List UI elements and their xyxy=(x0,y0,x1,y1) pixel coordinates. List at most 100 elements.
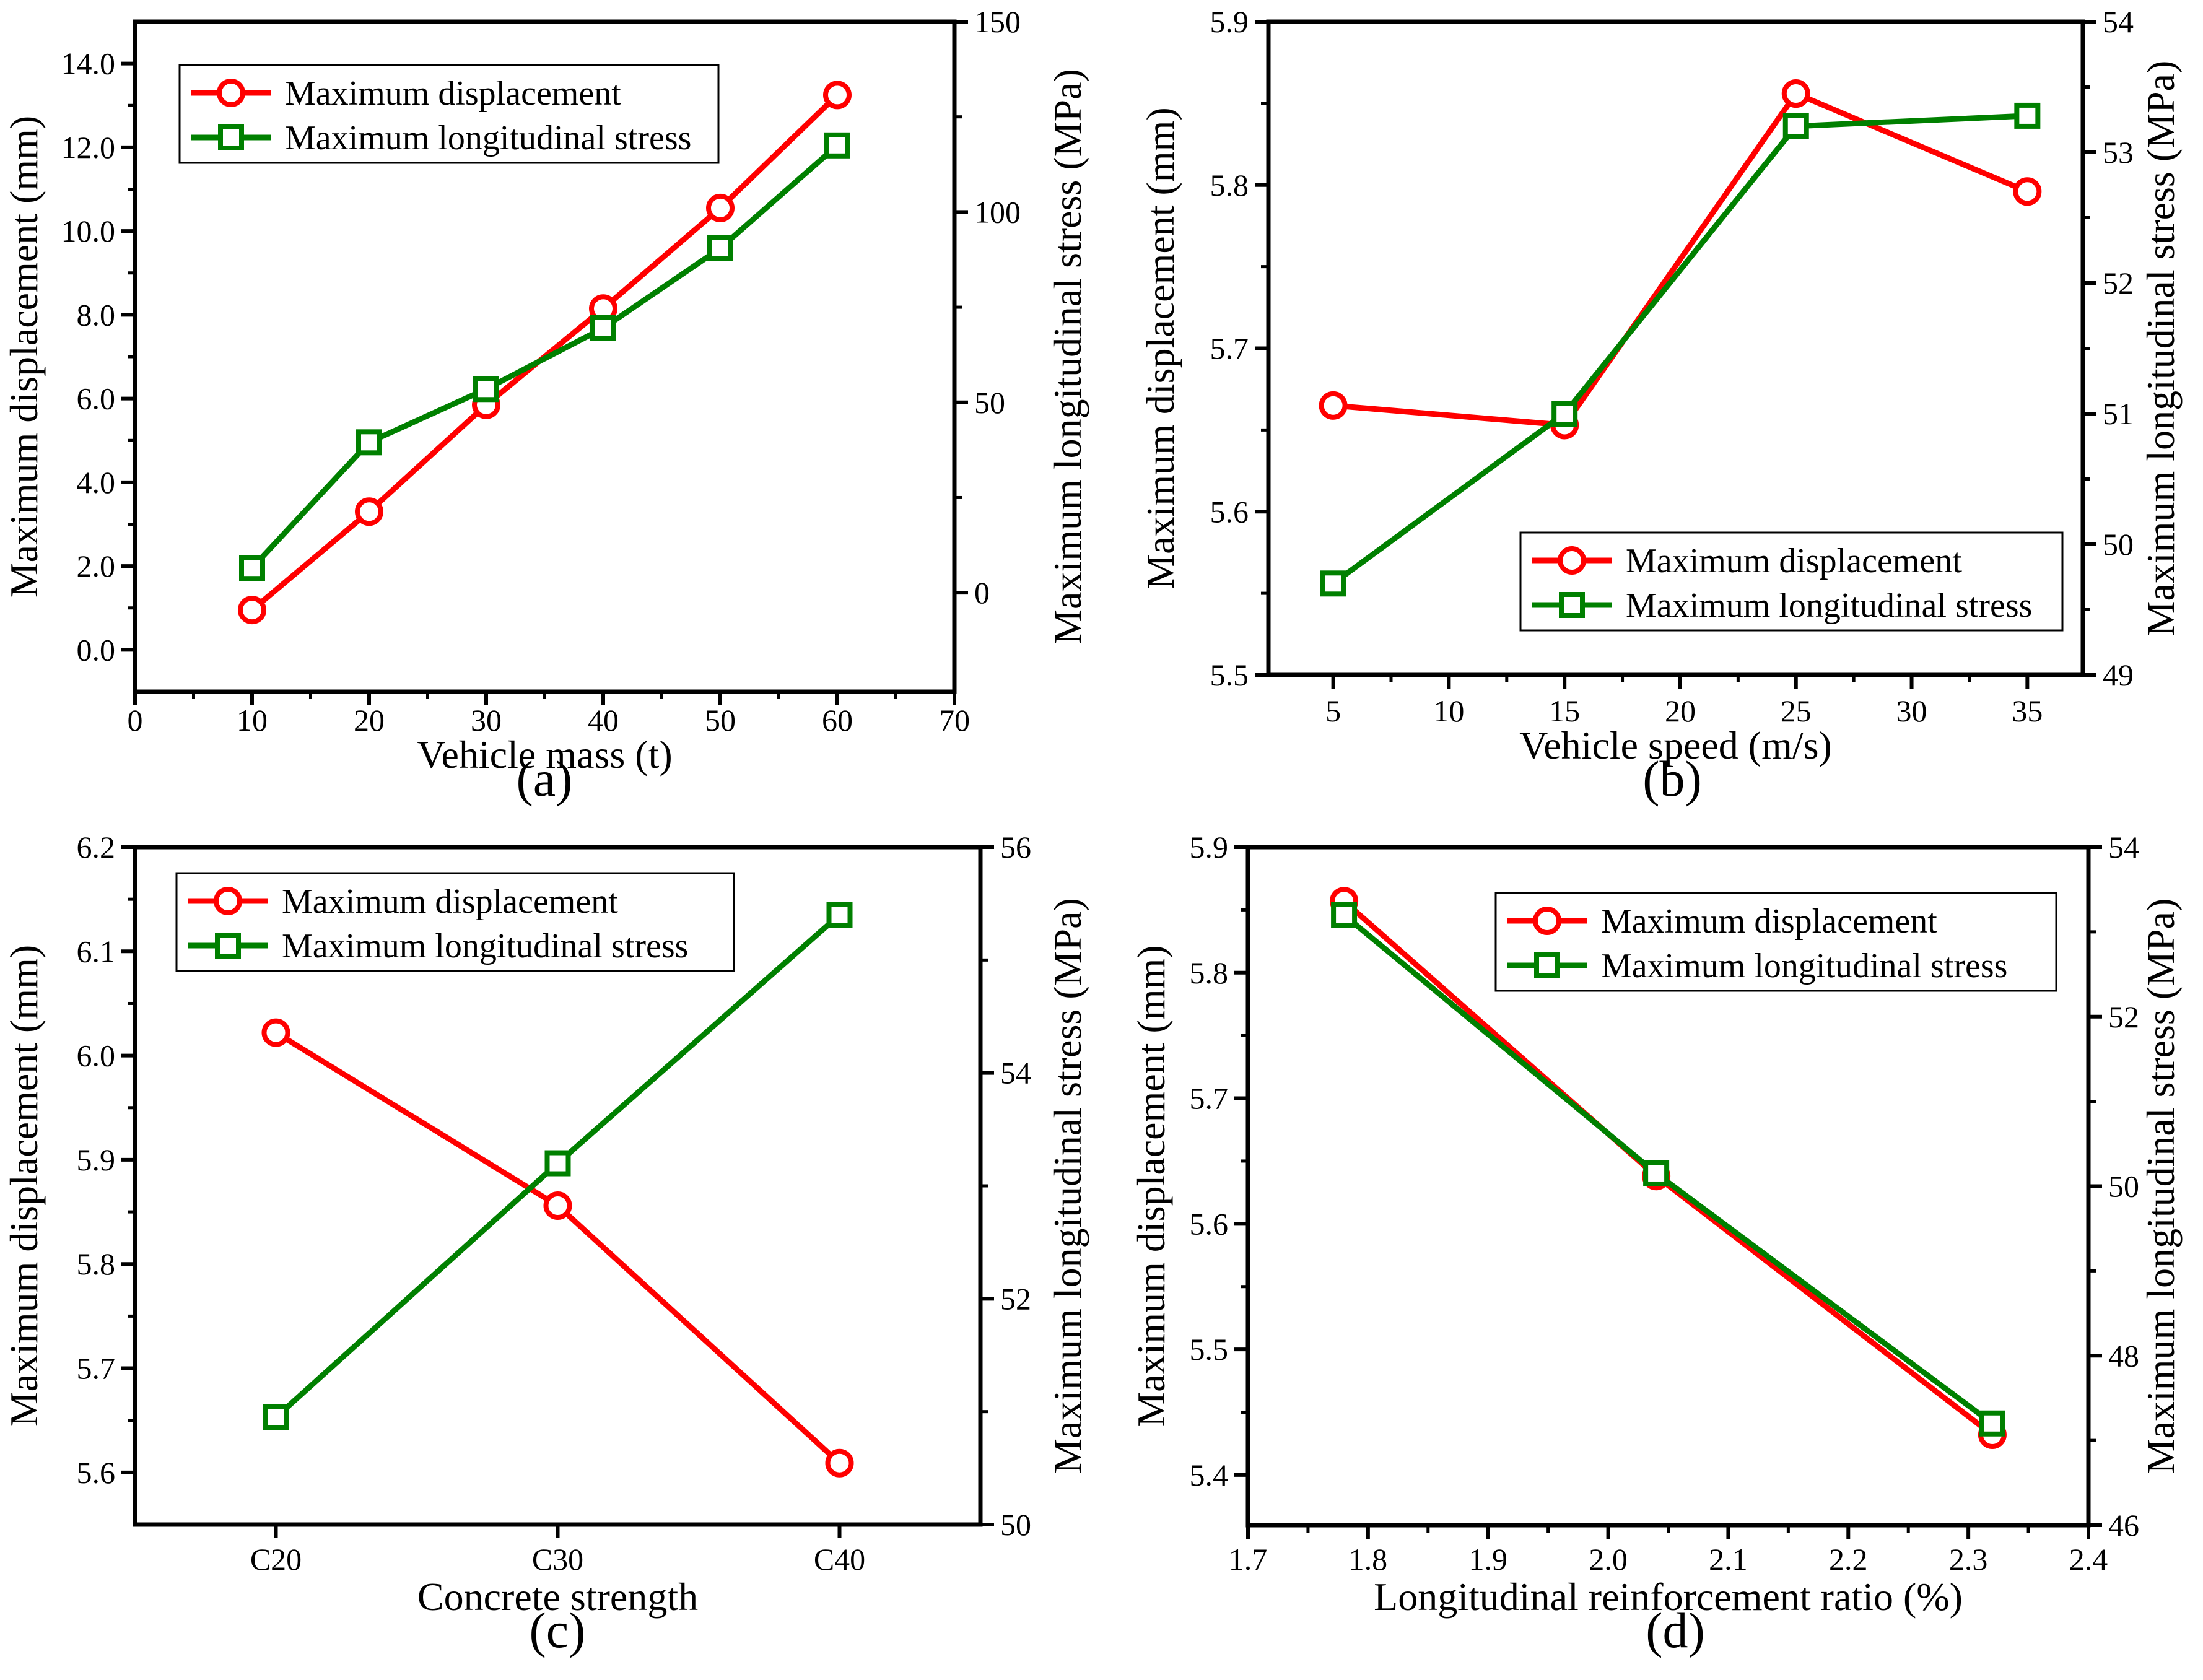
data-point xyxy=(263,1404,289,1430)
x-tick-label: C40 xyxy=(814,1542,865,1577)
legend-item: Maximum longitudinal stress xyxy=(188,927,688,965)
series-line xyxy=(1333,90,2029,428)
y-left-tick-label: 6.1 xyxy=(77,934,116,968)
legend-marker xyxy=(1533,907,1561,935)
legend-box xyxy=(1519,531,2064,632)
y-right-tick-label: 56 xyxy=(1000,830,1031,864)
x-tick-label: 50 xyxy=(705,703,736,738)
chart-panel-b: 5 10 15 20 25 30 35 5.5 5.6 5.7 5.8 5.9 49 50 51 52 53 54… xyxy=(1138,4,2183,807)
series-stress xyxy=(1331,902,2005,1437)
data-point xyxy=(239,555,265,581)
y-left-tick-label: 5.5 xyxy=(1210,658,1249,692)
data-point xyxy=(2013,177,2042,206)
x-axis-title: Longitudinal reinforcement ratio (%) xyxy=(1374,1575,1963,1619)
data-point xyxy=(261,1018,290,1047)
y-left-tick-label: 5.7 xyxy=(77,1351,116,1386)
series-displacement xyxy=(1319,79,2042,440)
data-point xyxy=(473,376,499,403)
x-tick-label: 1.8 xyxy=(1349,1542,1388,1577)
y-right-tick-label: 48 xyxy=(2108,1338,2139,1373)
x-tick-label: 20 xyxy=(354,703,385,738)
legend-marker xyxy=(218,124,244,150)
legend-box xyxy=(175,872,735,972)
y-right-tick-label: 46 xyxy=(2108,1508,2139,1543)
y-right-axis-title: Maximum longitudinal stress (MPa) xyxy=(1045,69,1089,645)
y-left-tick-label: 5.4 xyxy=(1190,1458,1229,1492)
y-left-tick-label: 8.0 xyxy=(77,297,116,332)
y-right-tick-label: 53 xyxy=(2103,135,2134,170)
data-point xyxy=(1782,113,1809,139)
legend-label: Maximum longitudinal stress xyxy=(285,119,691,157)
legend-item: Maximum longitudinal stress xyxy=(1507,947,2007,985)
legend-label: Maximum displacement xyxy=(1601,902,1937,941)
legend: Maximum displacement Maximum longitudinal… xyxy=(175,872,735,972)
data-point xyxy=(823,81,852,110)
data-point xyxy=(1320,570,1346,597)
y-left-tick-label: 5.9 xyxy=(77,1142,116,1177)
data-point xyxy=(590,315,616,341)
y-left-tick-label: 10.0 xyxy=(61,214,116,248)
series-stress xyxy=(239,132,850,581)
series-line xyxy=(1331,113,2028,586)
y-right-tick-label: 54 xyxy=(1000,1056,1031,1090)
x-tick-label: 1.7 xyxy=(1229,1542,1268,1577)
y-left-tick-label: 5.7 xyxy=(1210,331,1249,366)
y-left-tick-label: 5.6 xyxy=(1210,494,1249,529)
legend-item: Maximum displacement xyxy=(191,74,621,113)
y-left-tick-label: 5.8 xyxy=(1190,955,1229,990)
y-left-tick-label: 5.6 xyxy=(77,1455,116,1490)
y-left-tick-label: 2.0 xyxy=(77,549,116,583)
data-point xyxy=(707,235,733,261)
x-tick-label: 2.4 xyxy=(2069,1542,2108,1577)
y-right-axis-title: Maximum longitudinal stress (MPa) xyxy=(2139,61,2183,637)
data-point xyxy=(826,902,853,928)
x-tick-label: 5 xyxy=(1325,694,1341,728)
y-right-tick-label: 100 xyxy=(974,194,1021,229)
data-point xyxy=(2014,102,2041,129)
y-left-tick-label: 4.0 xyxy=(77,465,116,500)
x-axis-title: Concrete strength xyxy=(417,1575,698,1619)
legend-marker xyxy=(215,933,241,959)
y-right-tick-label: 51 xyxy=(2103,396,2134,431)
data-point xyxy=(1331,902,1358,928)
y-left-tick-label: 12.0 xyxy=(61,130,116,165)
legend-marker xyxy=(1534,952,1560,978)
x-tick-label: 0 xyxy=(128,703,143,738)
legend-box xyxy=(1494,892,2057,992)
legend-label: Maximum displacement xyxy=(1626,542,1962,580)
legend-marker xyxy=(1559,592,1585,618)
y-left-axis-title: Maximum displacement (mm) xyxy=(1129,945,1173,1427)
legend-marker xyxy=(1558,546,1586,575)
series-displacement xyxy=(261,1018,854,1478)
legend-label: Maximum displacement xyxy=(285,74,621,113)
legend-item: Maximum displacement xyxy=(1532,542,1962,580)
legend-item: Maximum longitudinal stress xyxy=(1532,586,2032,625)
y-right-axis-title: Maximum longitudinal stress (MPa) xyxy=(1045,898,1089,1474)
legend-box xyxy=(178,64,720,164)
legend-marker xyxy=(217,79,245,107)
x-tick-label: 2.0 xyxy=(1589,1542,1628,1577)
x-tick-label: 30 xyxy=(471,703,502,738)
y-right-tick-label: 50 xyxy=(2108,1169,2139,1204)
legend-label: Maximum displacement xyxy=(282,882,618,921)
y-right-tick-label: 50 xyxy=(1000,1507,1031,1542)
chart-panel-a: 0 10 20 30 40 50 60 70 0.0 2.0 4.0 6.0 8.0 10.0 12.0 14… xyxy=(2,4,1089,807)
x-tick-label: 2.3 xyxy=(1949,1542,1988,1577)
y-left-axis-title: Maximum displacement (mm) xyxy=(2,945,46,1427)
data-point xyxy=(1319,391,1348,420)
data-point xyxy=(1551,401,1578,427)
y-right-tick-label: 0 xyxy=(974,575,990,610)
y-left-tick-label: 5.7 xyxy=(1190,1081,1229,1116)
y-left-tick-label: 14.0 xyxy=(61,46,116,81)
y-right-tick-label: 54 xyxy=(2103,4,2134,39)
series-line xyxy=(250,93,840,612)
legend-item: Maximum displacement xyxy=(1507,902,1937,941)
x-tick-label: 2.1 xyxy=(1709,1542,1748,1577)
y-right-tick-label: 150 xyxy=(974,4,1021,39)
panel-label: (b) xyxy=(1642,751,1702,807)
data-point xyxy=(543,1191,572,1220)
chart-panel-c: C20 C30 C40 5.6 5.7 5.8 5.9 6.0 6.1 6.2 50 52 54 56 Co… xyxy=(2,830,1089,1658)
x-tick-label: 15 xyxy=(1549,694,1580,728)
y-left-axis-title: Maximum displacement (mm) xyxy=(1138,107,1182,590)
series-stress xyxy=(1320,102,2041,597)
